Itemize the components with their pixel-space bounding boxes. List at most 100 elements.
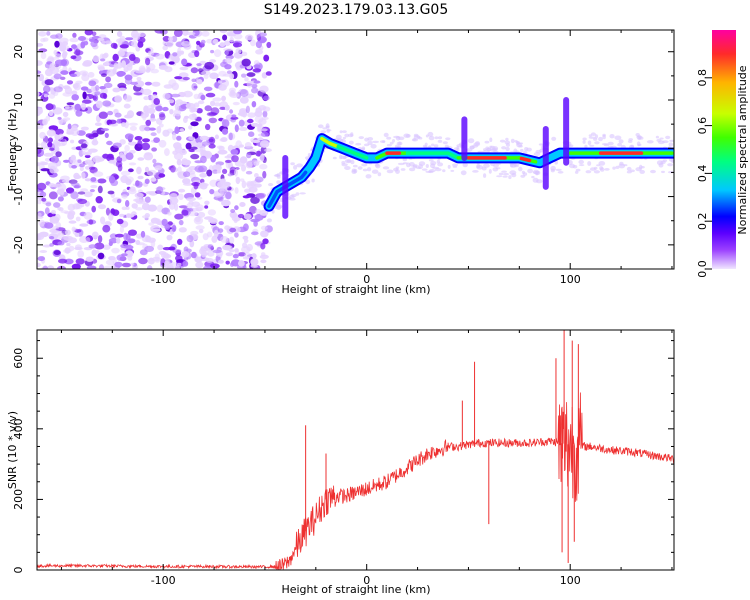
- noise-blob: [215, 164, 221, 169]
- noise-blob: [258, 32, 267, 37]
- noise-blob: [244, 252, 252, 259]
- noise-blob: [108, 119, 117, 125]
- noise-blob: [201, 252, 209, 256]
- noise-blob: [249, 205, 257, 214]
- noise-blob: [137, 32, 146, 38]
- ridge-halo: [638, 136, 644, 140]
- ridge-halo: [505, 137, 509, 141]
- noise-blob: [174, 213, 184, 220]
- ridge-halo: [276, 180, 281, 185]
- noise-blob: [68, 220, 77, 224]
- noise-blob: [196, 63, 202, 67]
- noise-blob: [262, 106, 271, 112]
- noise-blob: [98, 204, 106, 210]
- noise-blob: [95, 250, 100, 254]
- noise-blob: [148, 222, 154, 226]
- ridge-halo: [486, 148, 492, 152]
- ridge-halo: [590, 132, 596, 136]
- noise-blob: [216, 169, 221, 174]
- ridge-halo: [431, 143, 435, 147]
- noise-blob: [153, 137, 161, 144]
- noise-blob: [201, 30, 210, 37]
- noise-blob: [219, 30, 228, 34]
- noise-blob: [42, 265, 48, 269]
- y-tick-label: 0: [12, 567, 25, 574]
- ridge-halo: [275, 174, 279, 177]
- ridge-halo: [594, 134, 599, 139]
- noise-blob: [53, 86, 63, 93]
- noise-blob: [253, 60, 260, 66]
- heatmap-layer: [37, 30, 674, 269]
- noise-blob: [241, 73, 247, 78]
- noise-blob: [43, 152, 54, 157]
- noise-blob: [217, 149, 228, 155]
- noise-blob: [260, 242, 266, 250]
- noise-blob: [37, 142, 41, 147]
- noise-blob: [199, 145, 206, 153]
- noise-blob: [251, 160, 261, 164]
- noise-blob: [206, 112, 217, 117]
- snr-panel: -100 0 100 0 200 400 600 Height of straight li…: [6, 329, 675, 596]
- ridge-halo: [386, 144, 392, 147]
- chart-title: S149.2023.179.03.13.G05: [264, 2, 449, 18]
- noise-blob: [234, 205, 239, 211]
- ridge-halo: [551, 136, 557, 141]
- noise-blob: [238, 260, 245, 267]
- noise-blob: [120, 175, 129, 184]
- noise-blob: [188, 200, 194, 205]
- noise-blob: [94, 122, 102, 126]
- noise-blob: [194, 50, 200, 58]
- noise-blob: [224, 50, 229, 56]
- noise-blob: [147, 265, 153, 269]
- noise-blob: [169, 109, 174, 115]
- noise-blob: [168, 61, 175, 65]
- ridge-halo: [582, 140, 586, 144]
- noise-blob: [65, 229, 71, 236]
- noise-blob: [124, 144, 130, 152]
- noise-blob: [119, 213, 125, 218]
- noise-blob: [140, 230, 146, 238]
- noise-blob: [209, 59, 217, 63]
- noise-blob: [181, 58, 188, 66]
- noise-blob: [88, 80, 97, 87]
- ridge-halo: [637, 135, 642, 138]
- noise-blob: [116, 31, 123, 37]
- noise-blob: [260, 131, 269, 138]
- noise-blob: [73, 175, 82, 179]
- noise-blob: [251, 231, 259, 236]
- noise-blob: [137, 175, 144, 180]
- noise-blob: [204, 105, 212, 112]
- ridge-halo: [483, 173, 487, 178]
- noise-blob: [58, 133, 64, 140]
- noise-blob: [229, 109, 234, 114]
- noise-blob: [186, 31, 196, 36]
- noise-blob: [50, 226, 60, 230]
- noise-blob: [181, 158, 188, 164]
- noise-blob: [64, 86, 72, 95]
- noise-blob: [49, 147, 55, 151]
- ridge-halo: [290, 162, 295, 166]
- noise-blob: [83, 212, 93, 220]
- noise-blob: [39, 191, 47, 198]
- ridge-halo: [342, 130, 347, 134]
- noise-blob: [223, 40, 231, 47]
- noise-blob: [217, 228, 224, 234]
- ridge-halo: [518, 142, 524, 145]
- ridge-halo: [667, 163, 673, 167]
- noise-blob: [194, 192, 201, 198]
- noise-blob: [259, 128, 268, 132]
- noise-blob: [151, 81, 161, 87]
- noise-blob: [134, 192, 144, 199]
- y-tick-label: 20: [12, 45, 25, 59]
- noise-blob: [111, 209, 120, 216]
- noise-blob: [209, 72, 219, 80]
- noise-blob: [176, 158, 182, 166]
- noise-blob: [263, 95, 270, 101]
- noise-blob: [125, 206, 130, 210]
- noise-blob: [181, 40, 191, 47]
- noise-blob: [128, 54, 136, 61]
- noise-blob: [144, 81, 152, 86]
- noise-blob: [119, 152, 124, 159]
- ridge-halo: [342, 136, 347, 140]
- ridge-halo: [532, 169, 540, 175]
